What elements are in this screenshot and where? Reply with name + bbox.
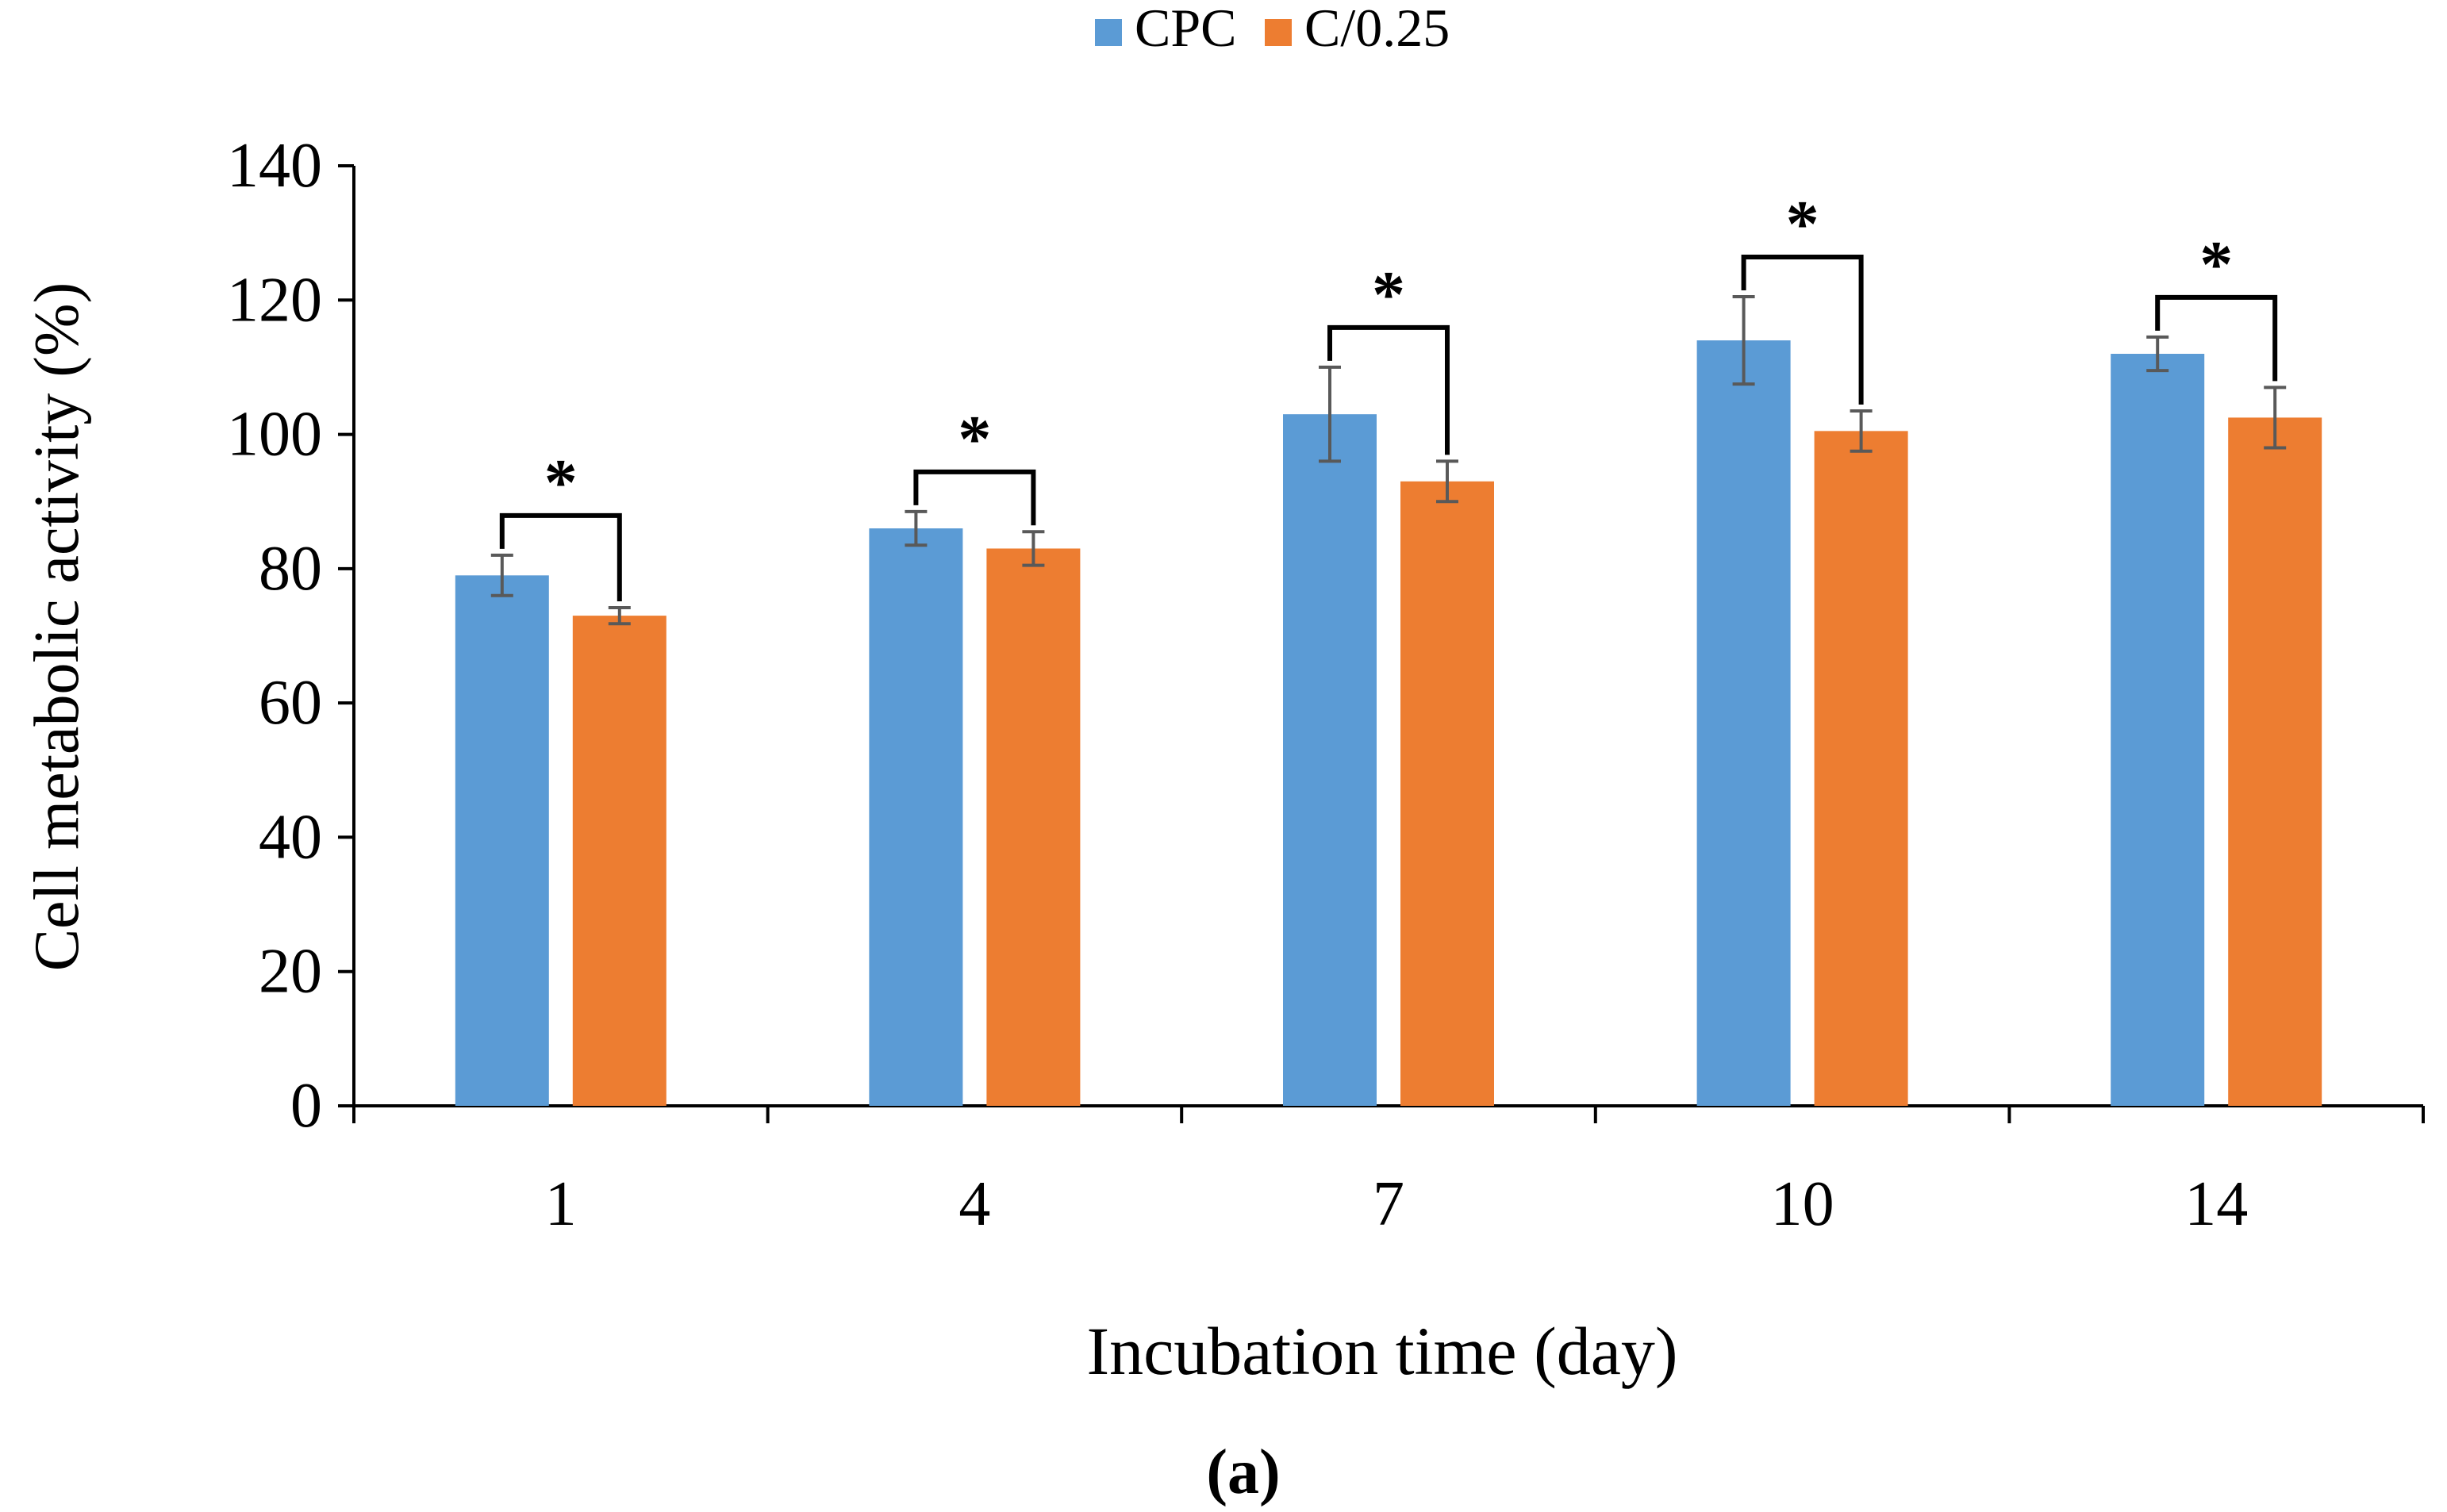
x-tick-label: 4 bbox=[958, 1169, 990, 1239]
error-bars-group bbox=[490, 295, 2287, 626]
significance-star: * bbox=[1372, 258, 1405, 332]
legend-label-1: C/0.25 bbox=[1304, 0, 1450, 58]
significance-bracket bbox=[2155, 294, 2278, 382]
y-axis: 0 20 40 60 80 100 120 140 bbox=[227, 131, 355, 1141]
bar-0-2 bbox=[1283, 414, 1377, 1106]
y-tick-label: 120 bbox=[227, 265, 322, 335]
significance-bracket bbox=[1327, 324, 1450, 455]
legend-label-0: CPC bbox=[1135, 0, 1237, 58]
y-tick-label: 60 bbox=[259, 668, 322, 738]
x-axis-title: Incubation time (day) bbox=[1086, 1313, 1677, 1389]
bar-1-0 bbox=[572, 616, 666, 1106]
bar-0-0 bbox=[455, 575, 549, 1106]
y-tick-label: 40 bbox=[259, 802, 322, 872]
bar-1-4 bbox=[2228, 417, 2322, 1106]
x-axis: 1 4 7 10 14 bbox=[352, 1104, 2425, 1239]
significance-star: * bbox=[2199, 228, 2233, 301]
x-tick-label: 7 bbox=[1373, 1169, 1404, 1239]
legend-swatch-0 bbox=[1095, 19, 1122, 46]
significance-bracket bbox=[499, 512, 622, 601]
bar-0-3 bbox=[1696, 340, 1791, 1107]
significance-star: * bbox=[544, 446, 578, 520]
significance-star: * bbox=[1786, 187, 1819, 261]
bar-0-1 bbox=[869, 528, 963, 1106]
bar-1-1 bbox=[986, 548, 1081, 1106]
legend-swatch-1 bbox=[1265, 19, 1292, 46]
panel-label: (a) bbox=[1206, 1437, 1280, 1507]
x-tick-label: 14 bbox=[2184, 1169, 2248, 1239]
y-tick-label: 100 bbox=[227, 400, 322, 470]
y-tick-label: 0 bbox=[290, 1071, 322, 1141]
legend: CPC C/0.25 bbox=[1095, 0, 1450, 58]
bar-1-3 bbox=[1814, 431, 1908, 1106]
y-tick-label: 140 bbox=[227, 131, 322, 201]
x-tick-label: 1 bbox=[545, 1169, 577, 1239]
significance-bracket bbox=[913, 469, 1036, 526]
bars-group bbox=[455, 340, 2322, 1107]
significance-group: * * * * * bbox=[499, 187, 2278, 601]
y-tick-label: 20 bbox=[259, 937, 322, 1007]
y-tick-label: 80 bbox=[259, 534, 322, 604]
x-tick-label: 10 bbox=[1771, 1169, 1834, 1239]
y-axis-title: Cell metabolic activity (%) bbox=[22, 282, 92, 972]
bar-0-4 bbox=[2111, 354, 2205, 1106]
significance-bracket bbox=[1741, 255, 1864, 405]
bar-1-2 bbox=[1400, 481, 1494, 1106]
significance-star: * bbox=[958, 402, 991, 476]
